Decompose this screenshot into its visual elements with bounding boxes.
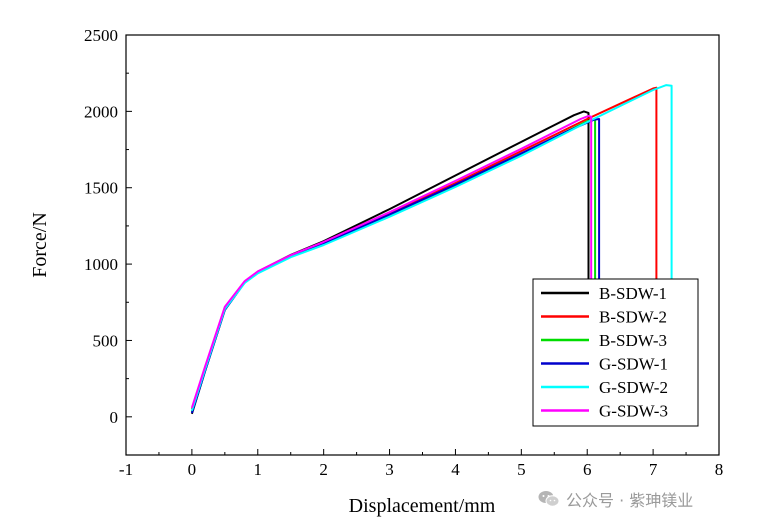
legend-label: B-SDW-1	[599, 284, 667, 303]
x-tick-label: -1	[119, 460, 133, 479]
x-tick-label: 5	[517, 460, 526, 479]
y-tick-label: 1000	[84, 255, 118, 274]
watermark-text: 公众号 · 紫珅镁业	[566, 491, 694, 510]
watermark: 公众号 · 紫珅镁业	[538, 487, 693, 511]
x-tick-label: 1	[254, 460, 263, 479]
legend-label: G-SDW-2	[599, 378, 668, 397]
y-axis-title: Force/N	[29, 212, 51, 278]
y-tick-label: 2500	[84, 26, 118, 45]
wechat-icon	[538, 491, 560, 507]
y-tick-label: 500	[93, 331, 119, 350]
x-tick-label: 3	[385, 460, 394, 479]
y-tick-label: 2000	[84, 102, 118, 121]
x-tick-label: 8	[715, 460, 724, 479]
x-tick-label: 0	[188, 460, 197, 479]
legend-label: G-SDW-3	[599, 402, 668, 421]
x-tick-label: 2	[319, 460, 328, 479]
legend-label: G-SDW-1	[599, 355, 668, 374]
series-line-g-sdw-2	[190, 84, 673, 417]
legend-label: B-SDW-3	[599, 331, 667, 350]
x-axis-title: Displacement/mm	[349, 495, 496, 517]
y-tick-label: 1500	[84, 179, 118, 198]
x-tick-label: 4	[451, 460, 460, 479]
legend: B-SDW-1 B-SDW-2 B-SDW-3 G-SDW-1 G-SDW-2 G-SDW…	[532, 278, 699, 427]
legend-label: B-SDW-2	[599, 308, 667, 327]
legend-box	[532, 278, 699, 427]
series-line-g-sdw-3	[190, 114, 593, 417]
x-tick-label: 7	[649, 460, 658, 479]
y-tick-label: 0	[110, 408, 119, 427]
x-tick-label: 6	[583, 460, 592, 479]
